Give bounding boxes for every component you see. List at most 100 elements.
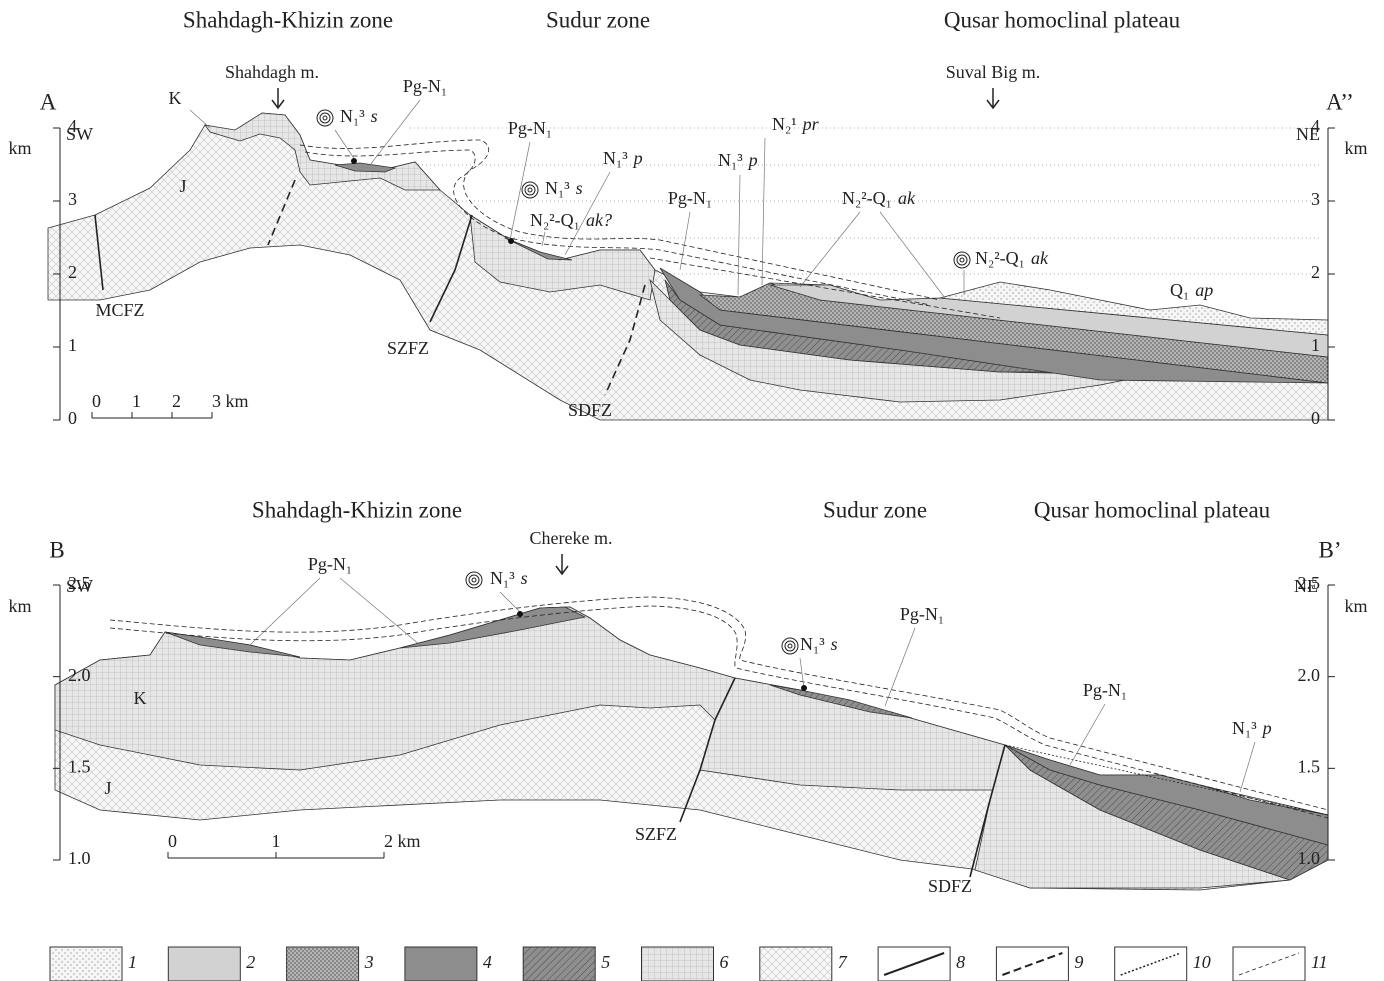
unit-label: Pg-N₁ [1083,680,1127,700]
fossil-icon [522,182,538,198]
zone-title: Shahdagh-Khizin zone [252,497,462,522]
leader-line [510,142,530,240]
fossil-icon [954,252,970,268]
unit-formula: Pg-N₁ [508,118,552,138]
fossil-icon [960,258,964,262]
unit-label: N₁³p [603,148,643,168]
section-end: B [49,537,64,562]
axis-unit: km [8,138,31,158]
fault-label: SZFZ [387,338,429,358]
unit-formula: Pg-N₁ [308,554,352,574]
section-end: A’’ [1326,89,1354,114]
fault-label: SZFZ [635,824,677,844]
legend-label: 4 [483,952,492,972]
leader-line [762,138,765,285]
unit-label: K [169,88,182,108]
scale-label: 1 [132,391,141,411]
unit-label: J [104,778,111,798]
unit-formula: J [104,778,111,798]
page: Geological cross-sections { "section_a":… [0,0,1384,981]
leader-line [340,578,420,645]
zone-title: Sudur zone [823,497,927,522]
fault-label: SDFZ [928,876,972,896]
fossil-icon [472,578,476,582]
unit-age: p [632,148,643,168]
unit-formula: N₁³ [340,106,365,126]
fossil-icon [469,575,479,585]
axis-tick-label: 2.0 [68,665,91,685]
legend-swatch [1115,947,1187,981]
leader-line [800,212,860,287]
unit-formula: N₂¹ [772,114,797,134]
legend-label: 1 [128,952,137,972]
unit-label: Pg-N₁ [508,118,552,138]
fossil-icon [782,638,798,654]
sample-point [351,158,357,164]
unit-formula: N₁³ [718,150,743,170]
legend-label: 2 [246,952,255,972]
sample-point [517,611,523,617]
unit-formula: N₁³ [603,148,628,168]
legend-swatch [50,947,122,981]
section-end: A [40,89,57,114]
unit-age: ak [1031,248,1049,268]
axis-tick-label: 2 [1311,262,1320,282]
fossil-icon [957,255,967,265]
legend-label: 9 [1074,952,1083,972]
section-b: Shahdagh-Khizin zone Sudur zone Qusar homo… [8,497,1367,896]
axis-tick-label: 2.5 [1298,573,1321,593]
unit-age: pr [801,114,820,134]
cross-sections: Shahdagh-Khizin zone Sudur zone Qusar homo… [0,0,1384,981]
unit-label: N₂¹pr [772,114,820,134]
scale-label: 0 [168,831,177,851]
legend-swatch [760,947,832,981]
axis-tick-label: 4 [68,116,77,136]
unit-label: K [134,688,147,708]
fossil-icon [525,185,535,195]
unit-formula: J [179,176,186,196]
unit-label: N₂²-Q₁ak [975,248,1049,268]
unit-formula: N₂²-Q₁ [530,210,580,230]
locality: Suval Big m. [946,62,1041,82]
leader-line [680,212,690,270]
fault-label: SDFZ [568,400,612,420]
fossil-icon [317,110,333,126]
unit-age: s [576,178,583,198]
legend-swatch [287,947,359,981]
zone-title: Shahdagh-Khizin zone [183,7,393,32]
axis-tick-label: 2.0 [1298,665,1321,685]
leader-line [1240,742,1255,792]
leader-line [880,212,945,298]
unit-label: N₁³ s [340,106,378,126]
fossil-icon [320,113,330,123]
legend-label: 11 [1311,952,1328,972]
legend-label: 8 [956,952,965,972]
fossil-icon [323,116,327,120]
axis-tick-label: 1 [68,335,77,355]
legend-label: 7 [838,952,848,972]
unit-formula: Pg-N₁ [403,76,447,96]
zone-title: Qusar homoclinal plateau [1034,497,1271,522]
leader-line [190,110,210,128]
legend-label: 10 [1193,952,1211,972]
fossil-icon [528,188,532,192]
fossil-icon [785,641,795,651]
axis-tick-label: 1.0 [1298,848,1321,868]
unit-label: J [179,176,186,196]
rock-unit [700,678,1005,790]
unit-age: s [371,106,378,126]
legend-label: 6 [720,952,729,972]
unit-formula: K [169,88,182,108]
unit-label: Pg-N₁ [900,604,944,624]
legend-label: 3 [364,952,374,972]
fault-label: MCFZ [95,300,144,320]
legend-swatch [642,947,714,981]
locality: Shahdagh m. [225,62,319,82]
leader-line [738,175,740,295]
unit-age: ak? [586,210,612,230]
unit-age: ap [1195,280,1213,300]
legend-label: 5 [601,952,610,972]
